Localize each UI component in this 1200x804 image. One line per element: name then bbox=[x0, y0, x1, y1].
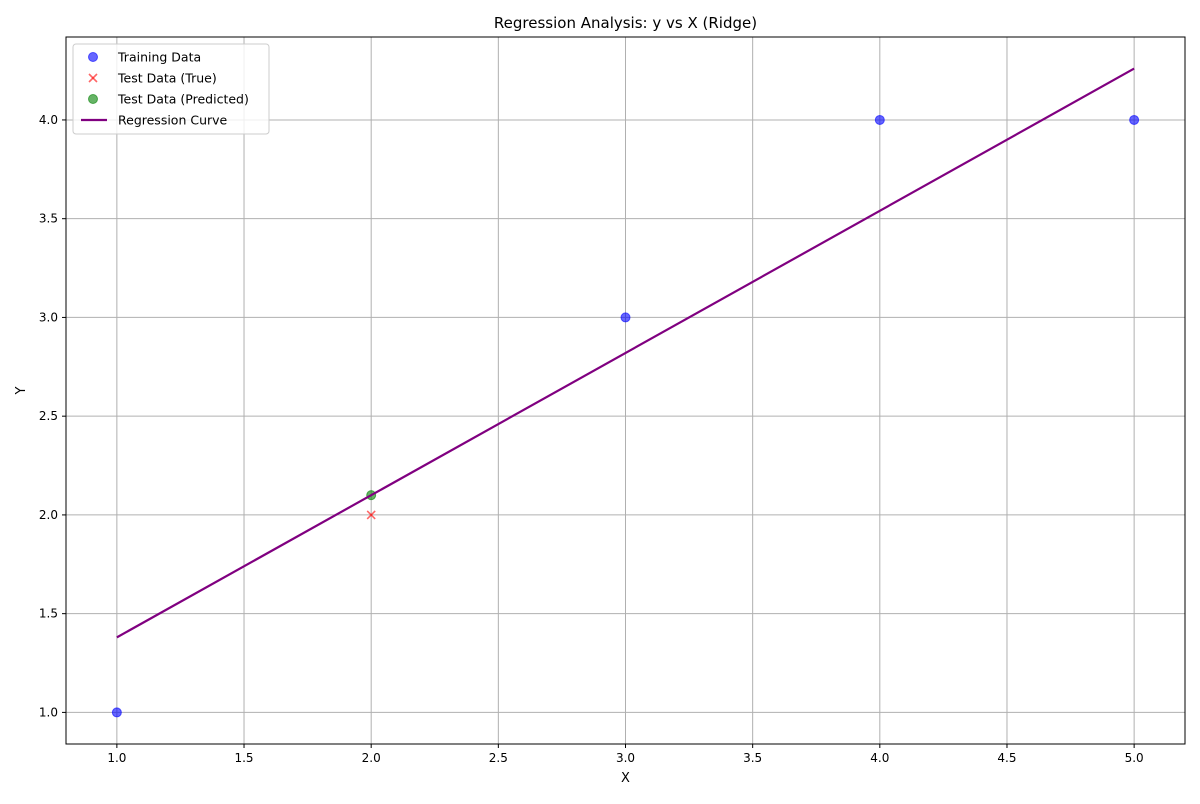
regression-curve-line bbox=[116, 67, 1135, 639]
x-axis-label: X bbox=[621, 771, 630, 786]
y-tick-label: 3.0 bbox=[39, 310, 58, 324]
x-tick-label: 5.0 bbox=[1125, 751, 1144, 765]
x-tick-label: 1.5 bbox=[234, 751, 253, 765]
chart-title: Regression Analysis: y vs X (Ridge) bbox=[494, 14, 757, 32]
axis-ticks: 1.0 1.5 2.0 2.5 3.0 3.5 4.0 4.5 5.0 1.0 1.5 2.0 2.5 3… bbox=[39, 113, 1144, 765]
legend-label-regression-curve: Regression Curve bbox=[118, 113, 228, 128]
legend-label-test-data-predicted: Test Data (Predicted) bbox=[117, 92, 249, 107]
y-tick-label: 2.5 bbox=[39, 409, 58, 423]
y-axis-label: Y bbox=[14, 386, 29, 395]
legend-label-test-data-true: Test Data (True) bbox=[117, 71, 217, 86]
y-tick-label: 2.0 bbox=[39, 508, 58, 522]
training-data-point bbox=[111, 707, 122, 718]
training-data-point bbox=[874, 114, 885, 125]
y-tick-label: 3.5 bbox=[39, 212, 58, 226]
x-tick-label: 3.5 bbox=[743, 751, 762, 765]
legend-label-training-data: Training Data bbox=[117, 50, 201, 65]
x-tick-label: 4.5 bbox=[997, 751, 1016, 765]
test-data-true-point bbox=[366, 510, 376, 520]
legend-swatch-test-data-true-stroke bbox=[88, 73, 98, 83]
x-tick-label: 3.0 bbox=[616, 751, 635, 765]
y-tick-label: 4.0 bbox=[39, 113, 58, 127]
x-tick-label: 2.0 bbox=[362, 751, 381, 765]
legend-box bbox=[72, 43, 270, 135]
test-data-true-point-stroke bbox=[366, 510, 376, 520]
legend: Training Data Test Data (True) Test Data (… bbox=[72, 43, 270, 135]
x-tick-label: 1.0 bbox=[107, 751, 126, 765]
axes-frame bbox=[65, 36, 1186, 745]
x-tick-label: 2.5 bbox=[489, 751, 508, 765]
legend-swatch-training-data bbox=[88, 52, 98, 62]
plot-data bbox=[111, 67, 1140, 718]
training-data-point bbox=[620, 312, 631, 323]
legend-swatch-test-data-predicted bbox=[88, 94, 98, 104]
training-data-point bbox=[1129, 114, 1140, 125]
legend-swatch-test-data-true bbox=[88, 73, 98, 83]
x-tick-label: 4.0 bbox=[870, 751, 889, 765]
y-tick-label: 1.5 bbox=[39, 607, 58, 621]
y-tick-label: 1.0 bbox=[39, 705, 58, 719]
